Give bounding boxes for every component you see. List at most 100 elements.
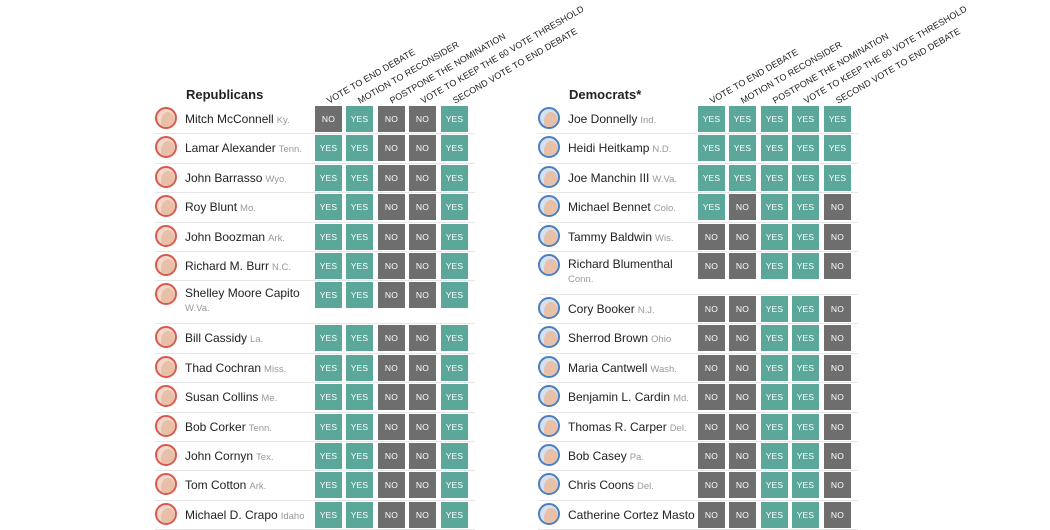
vote-cell: YES: [346, 282, 373, 309]
vote-cell: YES: [761, 164, 788, 191]
table-row: John Cornyn Tex. YES YES NO NO YES: [155, 442, 475, 472]
vote-cell: NO: [698, 223, 725, 250]
vote-cell: NO: [729, 501, 756, 528]
avatar: [155, 443, 177, 466]
vote-cell: YES: [698, 194, 725, 221]
table-row: Thad Cochran Miss. YES YES NO NO YES: [155, 354, 475, 384]
vote-cell: NO: [378, 384, 405, 411]
table-row: Tom Cotton Ark. YES YES NO NO YES: [155, 471, 475, 501]
vote-cell: NO: [698, 384, 725, 411]
vote-cell: YES: [315, 501, 342, 528]
vote-cell: YES: [441, 413, 468, 440]
senator-name-text: Joe Manchin III: [568, 170, 650, 185]
vote-cell: YES: [792, 164, 819, 191]
vote-cell: YES: [761, 413, 788, 440]
senator-name-text: Shelley Moore Capito: [185, 286, 300, 301]
table-row: Benjamin L. Cardin Md. NO NO YES YES NO: [538, 383, 858, 413]
vote-cell: NO: [729, 442, 756, 469]
vote-cell: NO: [378, 252, 405, 279]
vote-cell: YES: [346, 325, 373, 352]
avatar: [155, 283, 177, 306]
senator-name: John Boozman Ark.: [185, 230, 285, 244]
senator-state: Conn.: [568, 273, 594, 285]
vote-cell: YES: [441, 194, 468, 221]
avatar: [538, 502, 560, 525]
vote-cell: NO: [824, 325, 851, 352]
vote-cell: YES: [346, 223, 373, 250]
vote-cell: NO: [729, 325, 756, 352]
vote-cell: YES: [315, 442, 342, 469]
table-row: Michael D. Crapo Idaho YES YES NO NO YES: [155, 501, 475, 530]
vote-cell: NO: [698, 413, 725, 440]
avatar: [155, 355, 177, 378]
senator-name: Michael D. Crapo Idaho: [185, 508, 304, 522]
vote-cell: YES: [792, 194, 819, 221]
senator-state: Me.: [261, 393, 278, 405]
vote-cell: YES: [441, 442, 468, 469]
table-row: Sherrod Brown Ohio NO NO YES YES NO: [538, 324, 858, 354]
senator-name-text: John Barrasso: [185, 170, 263, 185]
table-row: Richard M. Burr N.C. YES YES NO NO YES: [155, 252, 475, 282]
vote-cell: NO: [698, 295, 725, 322]
senator-name-text: John Boozman: [185, 229, 266, 244]
vote-cell: NO: [315, 106, 342, 132]
avatar: [538, 414, 560, 437]
table-row: Richard Blumenthal Conn. NO NO YES YES NO: [538, 252, 858, 295]
vote-cell: YES: [441, 501, 468, 528]
senator-name-text: John Cornyn: [185, 448, 254, 463]
senator-name-text: Michael Bennet: [568, 200, 651, 215]
vote-cell: NO: [698, 501, 725, 528]
vote-cell: NO: [698, 325, 725, 352]
senator-state: Idaho: [280, 510, 305, 522]
senator-name-text: Susan Collins: [185, 390, 259, 405]
table-row: John Boozman Ark. YES YES NO NO YES: [155, 223, 475, 252]
avatar: [538, 385, 560, 408]
vote-cell: YES: [346, 472, 373, 499]
vote-cell: YES: [792, 135, 819, 162]
vote-cell: YES: [698, 135, 725, 162]
senator-name: Richard Blumenthal: [568, 257, 673, 271]
vote-cell: YES: [315, 252, 342, 279]
senator-name: Richard M. Burr N.C.: [185, 259, 291, 273]
vote-cell: NO: [378, 223, 405, 250]
senator-state: Tex.: [256, 451, 274, 463]
vote-cell: YES: [315, 223, 342, 250]
avatar: [538, 253, 560, 276]
avatar: [155, 473, 177, 496]
table-row: Tammy Baldwin Wis. NO NO YES YES NO: [538, 223, 858, 252]
avatar: [155, 385, 177, 408]
vote-cell: NO: [824, 472, 851, 499]
vote-cell: NO: [378, 164, 405, 191]
democrats-title: Democrats*: [569, 87, 642, 102]
vote-cell: YES: [441, 325, 468, 352]
senator-state: Ky.: [276, 115, 290, 126]
republicans-table: Mitch McConnell Ky. NO YES NO NO YES Lamar Alex…: [155, 105, 475, 530]
vote-cell: NO: [824, 295, 851, 322]
senator-state: N.J.: [637, 304, 655, 316]
avatar: [538, 165, 560, 188]
vote-cell: NO: [409, 384, 436, 411]
vote-cell: YES: [792, 354, 819, 381]
table-row: Joe Donnelly Ind. YES YES YES YES YES: [538, 105, 858, 135]
senator-name-text: Lamar Alexander: [185, 141, 276, 156]
senator-name: Lamar Alexander Tenn.: [185, 141, 302, 155]
vote-cell: YES: [346, 501, 373, 528]
vote-cell: YES: [315, 354, 342, 381]
vote-cell: YES: [761, 501, 788, 528]
vote-cell: NO: [378, 135, 405, 162]
senator-name: Catherine Cortez Masto: [568, 508, 695, 522]
vote-cell: YES: [761, 135, 788, 162]
senator-state: Ark.: [249, 481, 267, 493]
vote-cell: NO: [729, 252, 756, 279]
avatar: [155, 253, 177, 276]
vote-cell: NO: [698, 354, 725, 381]
vote-cell: YES: [698, 106, 725, 132]
senator-name-text: Catherine Cortez Masto: [568, 507, 695, 522]
senator-name-text: Thomas R. Carper: [568, 419, 667, 434]
vote-cell: YES: [761, 194, 788, 221]
vote-cell: NO: [409, 325, 436, 352]
avatar: [538, 443, 560, 466]
senator-name-text: Richard M. Burr: [185, 258, 270, 273]
senator-name: Bob Corker Tenn.: [185, 420, 272, 434]
senator-name: Michael Bennet Colo.: [568, 200, 676, 214]
